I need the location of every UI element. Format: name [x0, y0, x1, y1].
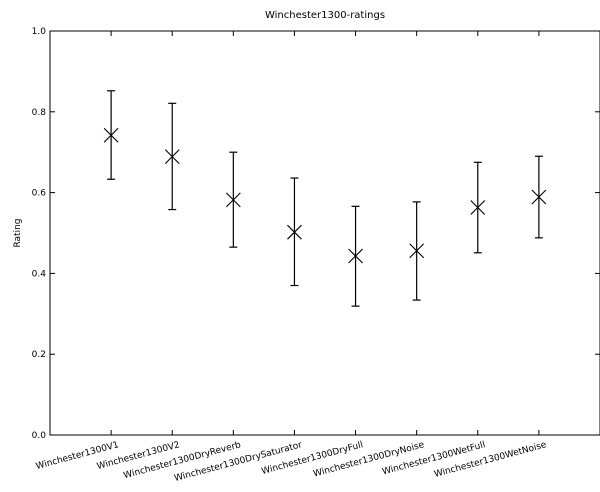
y-tick-label: 0.4 [32, 269, 47, 279]
data-point-marker [409, 243, 425, 259]
data-point-marker [531, 189, 547, 205]
chart-title: Winchester1300-ratings [265, 10, 385, 21]
data-point-marker [470, 200, 486, 215]
data-point-marker [225, 192, 241, 208]
x-axis-ticks: Winchester1300V1Winchester1300V2Winchest… [35, 31, 548, 484]
y-tick-label: 1.0 [32, 27, 47, 37]
y-tick-label: 0.8 [32, 108, 47, 118]
error-bars [107, 90, 543, 307]
y-tick-label: 0.6 [32, 189, 47, 199]
y-axis-label: Rating [13, 218, 23, 247]
data-point-marker [348, 248, 363, 264]
y-tick-label: 0.0 [32, 431, 47, 441]
plot-frame [49, 30, 600, 436]
data-markers [103, 127, 547, 264]
x-tick-label: Winchester1300WetNoise [433, 440, 548, 480]
data-point-marker [287, 224, 302, 240]
data-point-marker [103, 127, 119, 143]
y-tick-label: 0.2 [32, 350, 46, 360]
data-point-marker [164, 149, 180, 165]
y-axis-ticks: 0.0 0.2 0.4 0.6 0.8 1.0 [32, 27, 600, 441]
